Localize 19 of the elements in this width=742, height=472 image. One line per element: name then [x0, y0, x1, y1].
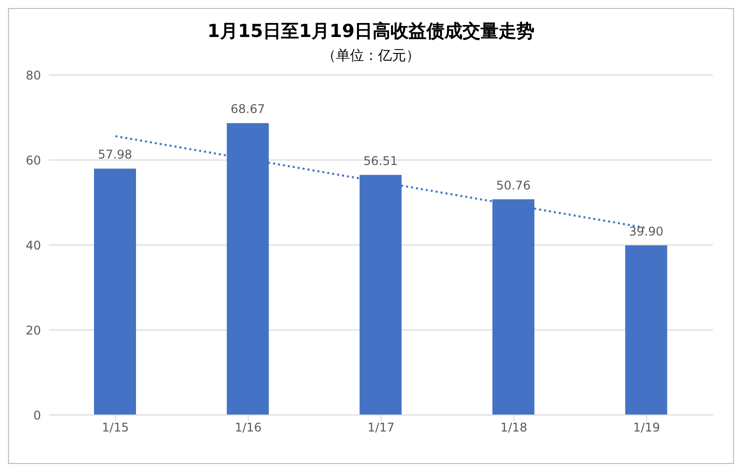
x-tick-label: 1/15: [102, 420, 129, 435]
data-label: 50.76: [496, 178, 531, 192]
data-label: 68.67: [230, 102, 265, 116]
y-tick-label: 40: [26, 238, 41, 252]
data-label: 39.90: [629, 224, 664, 238]
x-tick-label: 1/19: [633, 420, 660, 435]
y-tick-label: 0: [33, 408, 41, 422]
y-tick-label: 60: [26, 153, 41, 168]
bar: [625, 245, 668, 415]
x-tick-label: 1/16: [234, 420, 262, 435]
y-tick-label: 20: [26, 323, 41, 338]
x-tick-label: 1/17: [368, 420, 394, 435]
chart-subtitle: （单位：亿元）: [321, 47, 421, 65]
data-label: 57.98: [98, 148, 132, 162]
x-tick-label: 1/18: [500, 420, 528, 435]
data-label: 56.51: [363, 154, 398, 168]
chart-title: 1月15日至1月19日高收益债成交量走势: [206, 20, 536, 43]
bar: [94, 168, 136, 415]
y-tick-label: 80: [26, 68, 41, 82]
